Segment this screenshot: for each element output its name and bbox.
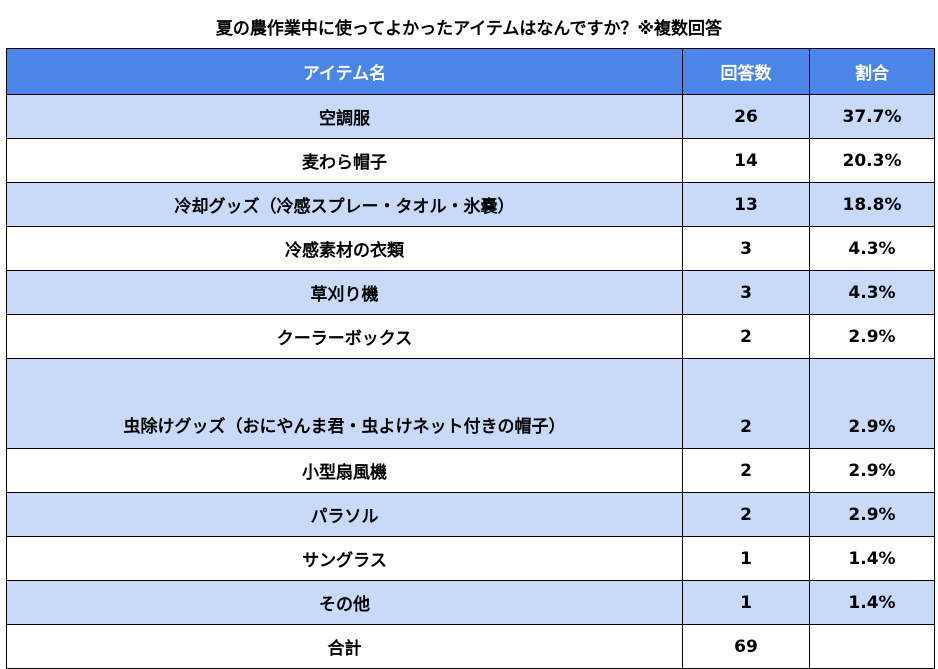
total-label-cell: 合計 bbox=[6, 624, 683, 669]
table-row: 麦わら帽子 14 20.3% bbox=[6, 138, 935, 183]
table-row: 小型扇風機 2 2.9% bbox=[6, 448, 935, 493]
percent-cell: 1.4% bbox=[809, 580, 935, 625]
header-item-name: アイテム名 bbox=[6, 48, 683, 95]
item-name-cell: 冷感素材の衣類 bbox=[6, 226, 683, 271]
table-row: サングラス 1 1.4% bbox=[6, 536, 935, 581]
count-cell: 26 bbox=[682, 94, 810, 139]
table-row: 冷感素材の衣類 3 4.3% bbox=[6, 226, 935, 271]
header-response-count: 回答数 bbox=[682, 48, 810, 95]
survey-results-table: アイテム名 回答数 割合 空調服 26 37.7% 麦わら帽子 14 20.3%… bbox=[6, 48, 935, 669]
percent-cell: 20.3% bbox=[809, 138, 935, 183]
total-count-cell: 69 bbox=[682, 624, 810, 669]
count-cell: 13 bbox=[682, 182, 810, 227]
count-cell: 2 bbox=[682, 358, 810, 449]
header-percentage: 割合 bbox=[809, 48, 935, 95]
item-name-cell: クーラーボックス bbox=[6, 314, 683, 359]
item-name-cell: 草刈り機 bbox=[6, 270, 683, 315]
table-title: 夏の農作業中に使ってよかったアイテムはなんですか？※複数回答 bbox=[215, 19, 723, 39]
item-name-cell: 虫除けグッズ（おにやんま君・虫よけネット付きの帽子） bbox=[6, 358, 683, 449]
table-row: 冷却グッズ（冷感スプレー・タオル・氷嚢） 13 18.8% bbox=[6, 182, 935, 227]
item-name-cell: サングラス bbox=[6, 536, 683, 581]
table-row: 虫除けグッズ（おにやんま君・虫よけネット付きの帽子） 2 2.9% bbox=[6, 358, 935, 449]
percent-cell: 18.8% bbox=[809, 182, 935, 227]
count-cell: 14 bbox=[682, 138, 810, 183]
item-name-cell: その他 bbox=[6, 580, 683, 625]
table-row: 草刈り機 3 4.3% bbox=[6, 270, 935, 315]
item-name-cell: 麦わら帽子 bbox=[6, 138, 683, 183]
count-cell: 2 bbox=[682, 314, 810, 359]
count-cell: 3 bbox=[682, 226, 810, 271]
count-cell: 1 bbox=[682, 580, 810, 625]
item-name-cell: 空調服 bbox=[6, 94, 683, 139]
percent-cell: 2.9% bbox=[809, 358, 935, 449]
table-header-row: アイテム名 回答数 割合 bbox=[6, 48, 935, 95]
count-cell: 2 bbox=[682, 448, 810, 493]
item-name-cell: 小型扇風機 bbox=[6, 448, 683, 493]
item-name-cell: 冷却グッズ（冷感スプレー・タオル・氷嚢） bbox=[6, 182, 683, 227]
item-name-cell: パラソル bbox=[6, 492, 683, 537]
percent-cell: 1.4% bbox=[809, 536, 935, 581]
percent-cell: 2.9% bbox=[809, 314, 935, 359]
percent-cell: 37.7% bbox=[809, 94, 935, 139]
count-cell: 3 bbox=[682, 270, 810, 315]
count-cell: 2 bbox=[682, 492, 810, 537]
table-row: 空調服 26 37.7% bbox=[6, 94, 935, 139]
percent-cell: 4.3% bbox=[809, 270, 935, 315]
table-row: その他 1 1.4% bbox=[6, 580, 935, 625]
table-row: クーラーボックス 2 2.9% bbox=[6, 314, 935, 359]
percent-cell: 4.3% bbox=[809, 226, 935, 271]
total-row: 合計 69 bbox=[6, 624, 935, 669]
total-percent-cell bbox=[809, 624, 935, 669]
table-row: パラソル 2 2.9% bbox=[6, 492, 935, 537]
percent-cell: 2.9% bbox=[809, 448, 935, 493]
percent-cell: 2.9% bbox=[809, 492, 935, 537]
count-cell: 1 bbox=[682, 536, 810, 581]
